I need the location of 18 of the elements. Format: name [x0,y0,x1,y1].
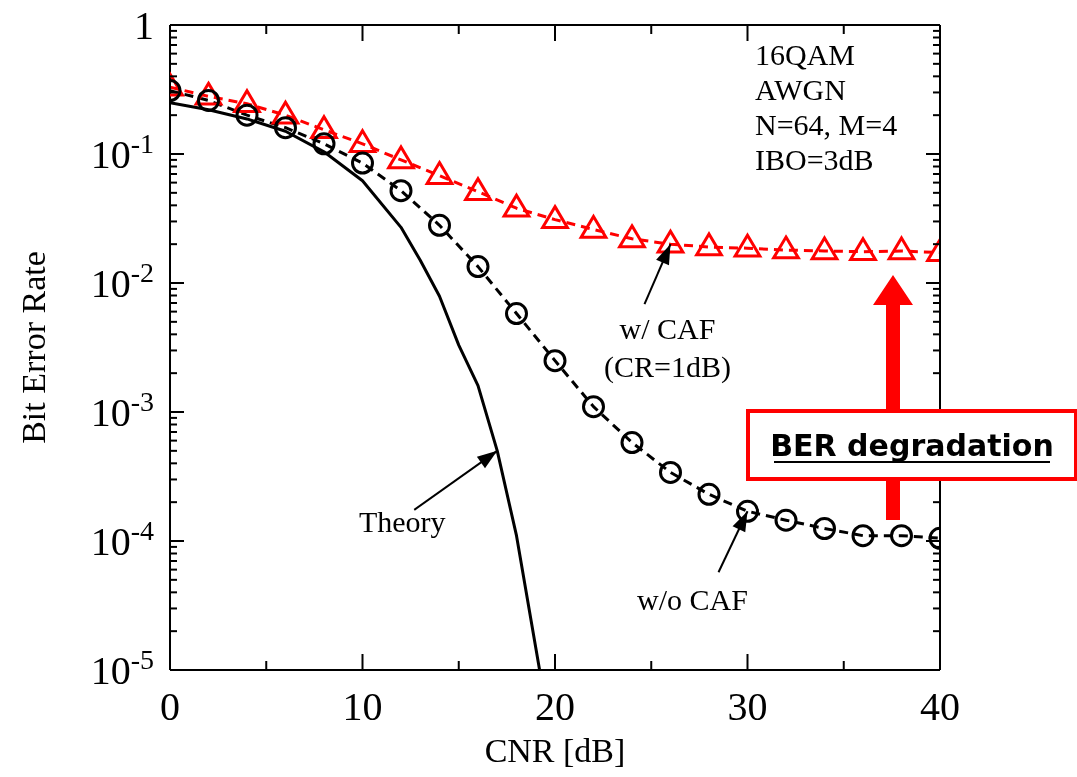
annotation: w/o CAF [637,583,748,617]
x-tick-label: 10 [342,684,383,729]
y-tick-label: 10$^{-1}$ [90,127,154,177]
y-tick-label: 10$^{-5}$ [90,643,154,693]
x-tick-label: 40 [920,684,960,729]
annotation: 16QAM AWGN N=64, M=4 IBO=3dB [755,38,898,176]
annotation: w/ CAF (CR=1dB) [604,312,731,385]
y-tick-label: 1 [134,3,154,48]
annotation: BER degradation [770,428,1054,463]
y-axis-title: Bit Error Rate [15,251,52,444]
x-axis-title: CNR [dB] [484,732,626,769]
x-tick-label: 0 [160,684,180,729]
annotation: Theory [358,504,446,538]
y-tick-label: 10$^{-2}$ [90,256,154,306]
y-tick-label: 10$^{-3}$ [90,385,154,435]
x-tick-label: 30 [727,684,768,729]
x-tick-label: 20 [535,684,575,729]
y-tick-label: 10$^{-4}$ [90,514,154,564]
